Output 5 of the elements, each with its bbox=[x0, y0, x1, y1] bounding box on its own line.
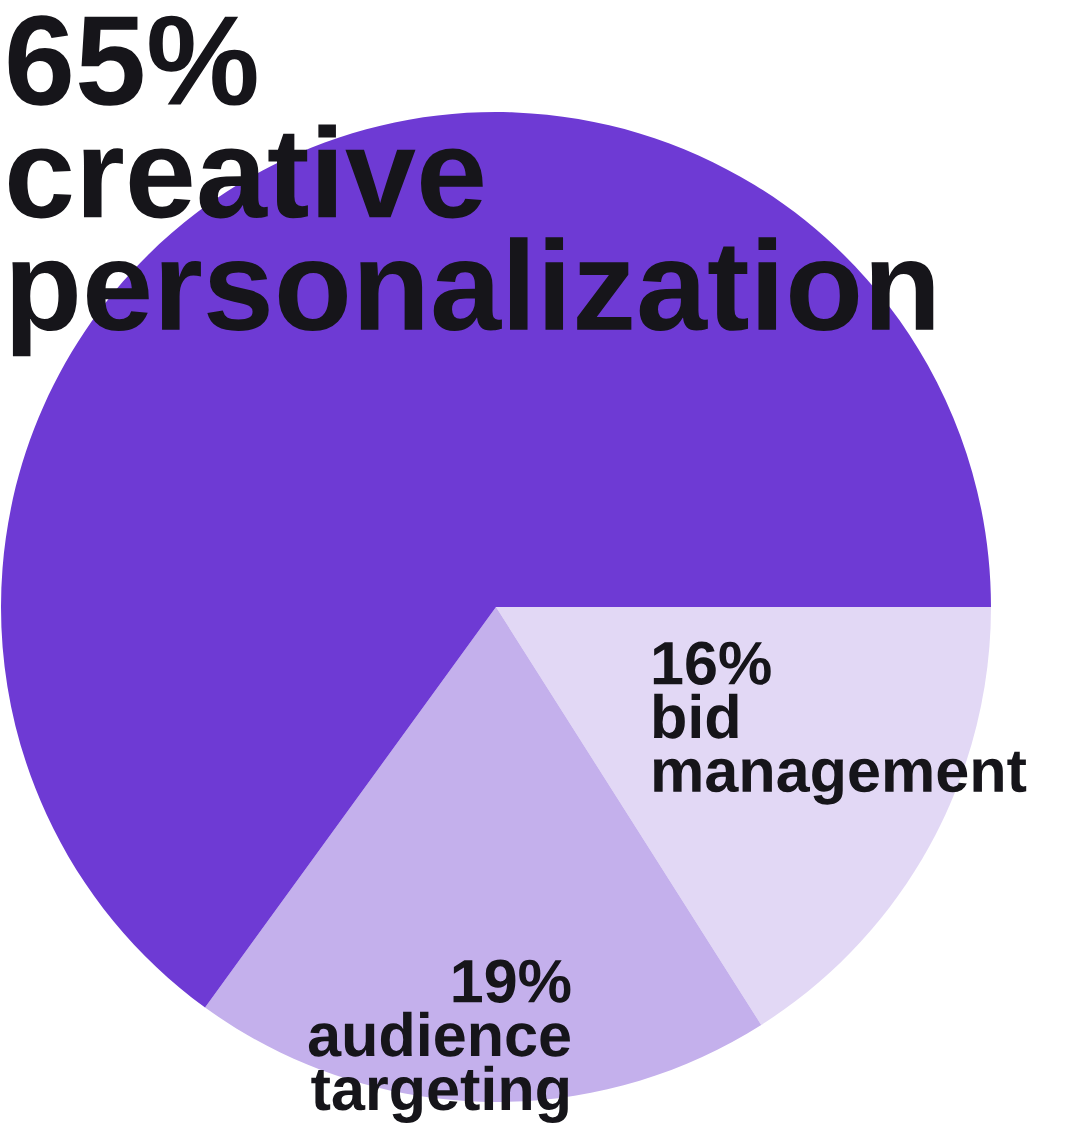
data-label: 19% bbox=[453, 959, 571, 1003]
slice-label: bid management bbox=[654, 693, 1027, 805]
slice-label: audience targeting bbox=[308, 1011, 570, 1123]
data-label: 65% bbox=[8, 15, 257, 106]
data-label: 16% bbox=[653, 641, 771, 685]
